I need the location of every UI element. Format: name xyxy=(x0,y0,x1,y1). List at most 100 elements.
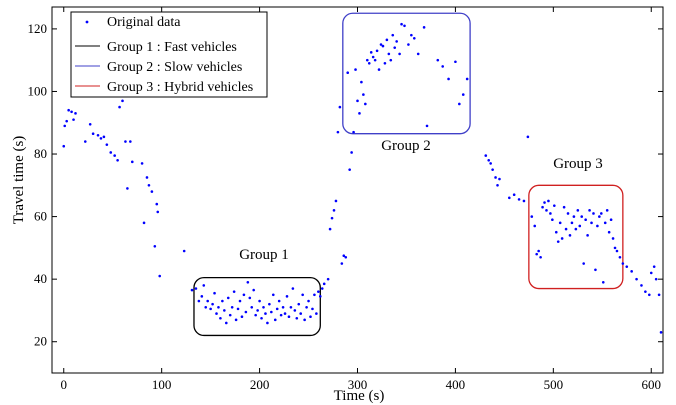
data-point xyxy=(364,102,367,106)
data-point xyxy=(223,309,226,312)
data-point xyxy=(596,224,599,228)
data-point xyxy=(526,135,530,139)
data-point xyxy=(194,287,198,290)
data-point xyxy=(369,51,373,54)
data-point xyxy=(268,302,271,306)
data-point xyxy=(549,212,552,215)
data-point xyxy=(116,158,119,162)
data-point xyxy=(580,215,584,218)
data-point xyxy=(352,130,355,134)
data-point xyxy=(594,268,597,272)
data-point xyxy=(295,316,299,320)
data-point xyxy=(232,290,236,293)
data-point xyxy=(584,218,587,222)
data-point xyxy=(221,299,224,303)
group-3-label: Group 3 xyxy=(553,156,603,172)
data-point xyxy=(322,282,326,286)
data-point xyxy=(379,43,383,46)
data-point xyxy=(613,246,617,250)
data-point xyxy=(105,143,109,146)
legend-label-group-1: Group 1 : Fast vehicles xyxy=(107,40,237,55)
x-tick-label: 400 xyxy=(446,377,466,392)
x-axis-title: Time (s) xyxy=(334,388,385,404)
data-point xyxy=(204,306,208,309)
data-point xyxy=(311,307,314,311)
data-point xyxy=(315,312,318,315)
data-point xyxy=(65,119,68,123)
data-point xyxy=(507,196,511,200)
data-point xyxy=(410,33,413,37)
data-point xyxy=(342,254,346,257)
data-point xyxy=(236,307,240,311)
data-point xyxy=(535,252,538,256)
data-point xyxy=(572,215,576,218)
data-point xyxy=(560,237,564,240)
data-point xyxy=(635,277,638,281)
data-point xyxy=(607,230,611,234)
group-boxes xyxy=(193,12,624,337)
data-point xyxy=(303,318,306,322)
data-point xyxy=(578,224,582,228)
data-point xyxy=(461,93,465,96)
legend-label-group-2: Group 2 : Slow vehicles xyxy=(107,60,242,75)
data-point xyxy=(262,306,265,309)
data-point xyxy=(558,221,562,225)
data-point xyxy=(603,221,607,225)
data-point xyxy=(454,60,457,64)
data-point xyxy=(266,321,269,325)
data-point xyxy=(494,176,497,179)
data-point xyxy=(522,199,526,203)
data-point xyxy=(226,296,230,300)
data-point xyxy=(74,112,77,115)
legend-label-original: Original data xyxy=(107,15,181,30)
data-point xyxy=(96,133,100,137)
data-point xyxy=(564,227,568,231)
data-point xyxy=(285,295,289,298)
x-tick-label: 200 xyxy=(250,377,270,392)
data-point xyxy=(277,299,281,303)
data-point xyxy=(354,68,357,71)
data-point xyxy=(566,212,570,215)
data-point xyxy=(360,80,363,84)
data-point xyxy=(530,215,534,218)
data-point xyxy=(554,230,558,234)
data-point xyxy=(109,151,113,154)
data-point xyxy=(230,306,234,309)
data-point xyxy=(244,310,248,314)
data-point xyxy=(299,312,303,315)
data-point xyxy=(582,262,585,265)
x-axis-ticks: 0 100 200 300 400 500 600 xyxy=(61,7,661,392)
data-point xyxy=(356,99,359,103)
data-point xyxy=(328,227,332,231)
data-point xyxy=(649,271,653,275)
data-point xyxy=(618,255,622,259)
data-point xyxy=(224,321,228,325)
data-point xyxy=(99,137,103,140)
data-point xyxy=(586,234,589,237)
data-point xyxy=(254,313,257,317)
x-tick-label: 0 xyxy=(61,377,68,392)
data-point xyxy=(202,284,206,287)
data-point xyxy=(598,215,601,218)
data-point xyxy=(533,224,537,228)
data-point xyxy=(630,270,633,273)
data-point xyxy=(574,227,578,231)
data-point xyxy=(124,140,127,143)
data-point xyxy=(367,62,371,65)
data-point xyxy=(256,309,259,312)
data-point xyxy=(70,110,73,114)
data-point xyxy=(609,218,613,222)
data-point xyxy=(281,306,285,309)
data-point xyxy=(217,306,220,309)
data-point xyxy=(654,277,658,281)
data-point xyxy=(182,249,186,253)
data-point xyxy=(318,295,322,298)
data-point xyxy=(436,58,440,62)
data-point xyxy=(309,315,312,318)
data-point xyxy=(543,201,546,204)
data-point xyxy=(118,105,121,109)
data-point xyxy=(491,168,494,171)
data-point xyxy=(287,315,291,318)
data-point xyxy=(400,22,403,26)
data-point xyxy=(250,306,254,309)
